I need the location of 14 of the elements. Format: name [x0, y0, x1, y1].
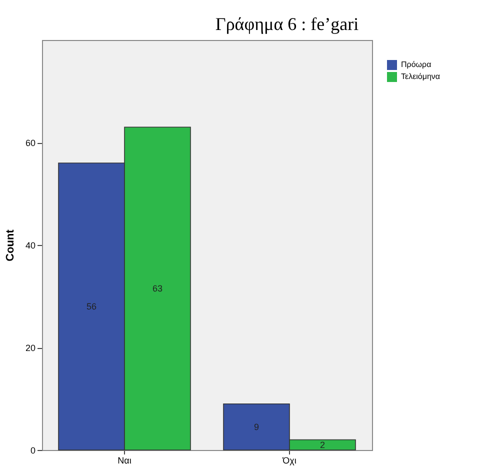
legend-label: Τελειόμηνα: [401, 72, 440, 81]
x-tick-label: Όχι: [282, 456, 296, 466]
chart-title: Γράφημα 6 : fe’gari: [215, 14, 359, 34]
data-label: 9: [254, 422, 260, 432]
y-tick-label: 20: [25, 343, 36, 353]
legend-label: Πρόωρα: [401, 60, 432, 69]
x-tick-label: Ναι: [118, 456, 132, 466]
y-tick-label: 40: [25, 240, 36, 250]
data-label: 56: [86, 302, 97, 312]
data-label: 63: [152, 284, 163, 294]
data-label: 2: [320, 440, 326, 450]
y-tick-label: 0: [30, 446, 36, 456]
y-tick-label: 60: [25, 138, 36, 148]
y-axis-title: Count: [4, 229, 16, 262]
